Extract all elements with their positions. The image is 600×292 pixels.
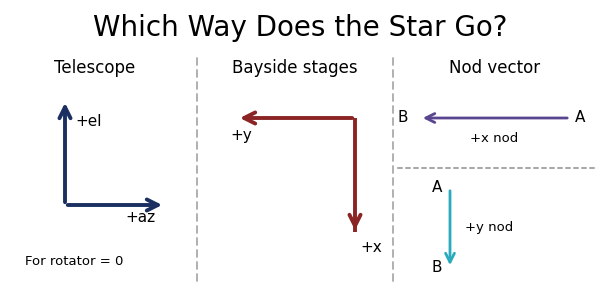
Text: A: A [431, 180, 442, 196]
Text: Telescope: Telescope [55, 59, 136, 77]
Text: +y: +y [230, 128, 252, 143]
Text: Nod vector: Nod vector [449, 59, 541, 77]
Text: B: B [431, 260, 442, 275]
Text: A: A [575, 110, 586, 126]
Text: +x: +x [360, 240, 382, 255]
Text: Which Way Does the Star Go?: Which Way Does the Star Go? [93, 14, 507, 42]
Text: +y nod: +y nod [465, 222, 513, 234]
Text: For rotator = 0: For rotator = 0 [25, 255, 124, 268]
Text: Bayside stages: Bayside stages [232, 59, 358, 77]
Text: +az: +az [125, 210, 155, 225]
Text: +el: +el [75, 114, 101, 129]
Text: B: B [398, 110, 408, 126]
Text: +x nod: +x nod [470, 132, 518, 145]
